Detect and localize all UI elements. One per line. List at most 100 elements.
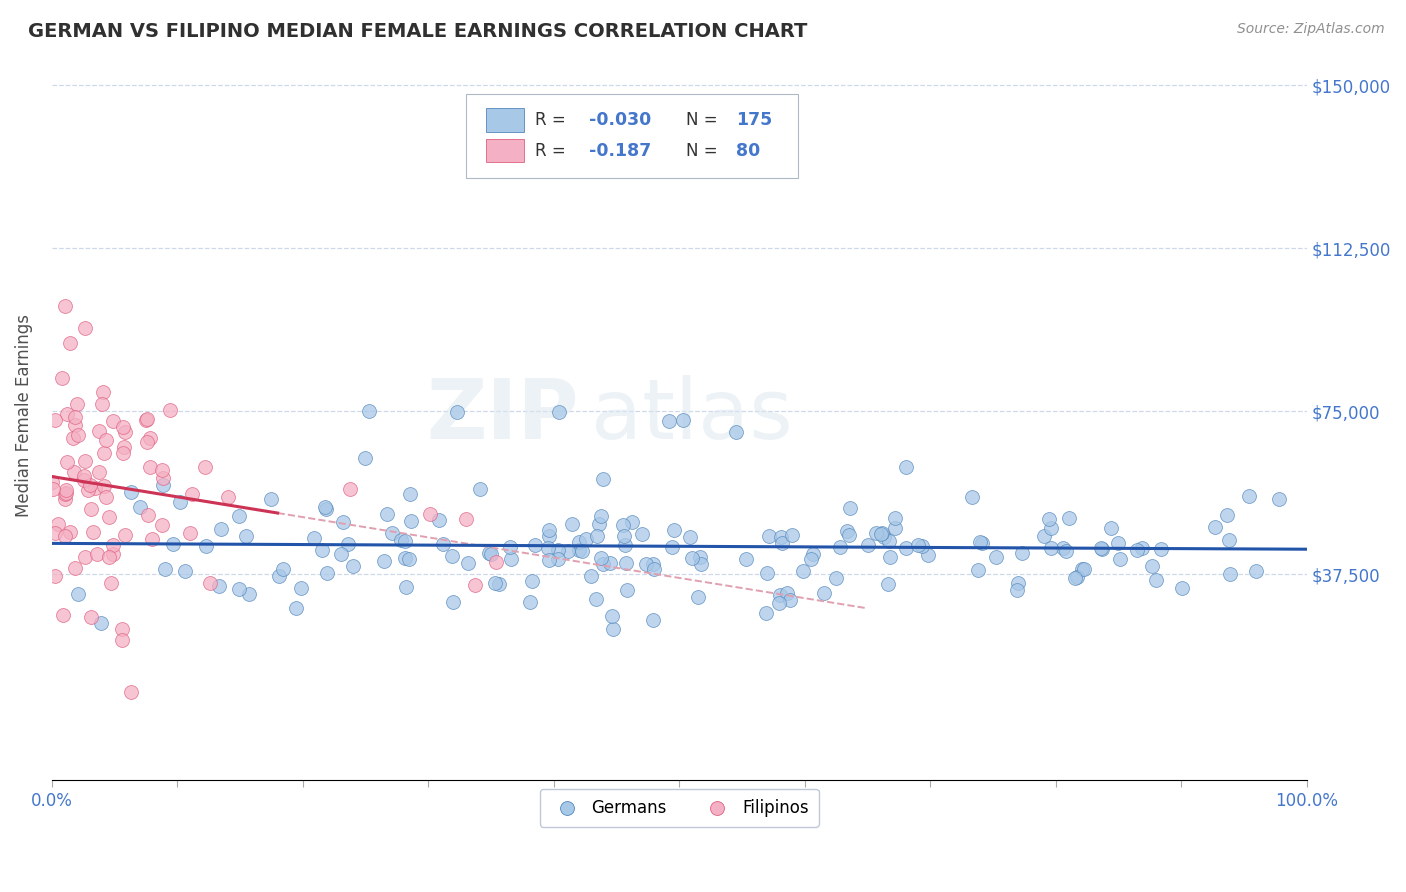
Point [66, 396, 89, 410]
Point [1244, 564, 1267, 578]
Point [194, 460, 217, 475]
Point [537, 529, 560, 543]
Point [567, 535, 589, 549]
Point [198, 575, 221, 590]
Point [100, 576, 122, 591]
Point [485, 555, 508, 569]
Point [179, 526, 201, 541]
Point [686, 590, 709, 604]
Point [464, 578, 486, 592]
Point [73, 454, 96, 468]
Point [55, 486, 77, 500]
Point [612, 518, 634, 533]
Point [389, 533, 412, 548]
Point [209, 522, 232, 536]
Point [1216, 508, 1239, 523]
Point [44, 569, 66, 583]
Text: Source: ZipAtlas.com: Source: ZipAtlas.com [1237, 22, 1385, 37]
Point [1130, 541, 1153, 555]
Point [770, 536, 793, 550]
Point [138, 432, 160, 446]
Point [1171, 582, 1194, 596]
Point [53, 299, 76, 313]
Point [591, 551, 613, 566]
Point [907, 538, 929, 552]
Point [399, 486, 422, 500]
Point [73, 468, 96, 483]
Point [135, 413, 157, 427]
Point [181, 487, 204, 501]
Point [76, 483, 98, 497]
Point [800, 552, 823, 566]
Point [488, 576, 510, 591]
Point [520, 574, 543, 588]
Point [776, 586, 799, 600]
Point [150, 518, 173, 533]
Point [342, 559, 364, 574]
Point [602, 622, 624, 636]
Point [55, 491, 77, 506]
Point [1066, 570, 1088, 584]
Point [1109, 551, 1132, 566]
Point [141, 533, 163, 547]
Point [195, 539, 218, 553]
Point [1140, 558, 1163, 573]
Point [547, 543, 569, 558]
Point [72, 474, 94, 488]
Point [94, 490, 117, 504]
Point [120, 684, 142, 698]
Point [138, 508, 160, 522]
Point [967, 563, 990, 577]
Point [111, 419, 134, 434]
Point [98, 510, 121, 524]
Point [44, 413, 66, 427]
Point [96, 433, 118, 447]
Point [792, 564, 814, 578]
Point [547, 405, 569, 419]
Point [329, 548, 352, 562]
FancyBboxPatch shape [465, 95, 799, 178]
Point [873, 530, 896, 544]
Point [894, 541, 917, 555]
Point [82, 524, 104, 539]
Point [1032, 529, 1054, 543]
Point [65, 409, 87, 424]
Point [477, 546, 499, 560]
Point [620, 515, 643, 529]
Point [755, 566, 778, 580]
Point [1150, 541, 1173, 556]
Point [869, 527, 891, 541]
Point [93, 478, 115, 492]
Point [260, 491, 283, 506]
Text: N =: N = [686, 111, 723, 129]
Point [877, 534, 900, 549]
Point [432, 537, 454, 551]
Point [1039, 541, 1062, 555]
Point [112, 440, 135, 454]
Point [93, 446, 115, 460]
Point [138, 459, 160, 474]
Point [690, 557, 713, 571]
Point [120, 485, 142, 500]
Point [519, 595, 541, 609]
Point [456, 511, 478, 525]
Point [91, 385, 114, 400]
Point [813, 586, 835, 600]
Point [585, 529, 607, 543]
Point [62, 431, 84, 445]
Point [883, 521, 905, 535]
Point [427, 513, 450, 527]
Point [53, 529, 76, 543]
Point [1007, 582, 1029, 597]
Point [599, 556, 621, 570]
Point [672, 413, 695, 427]
Point [1239, 489, 1261, 503]
Point [661, 541, 683, 555]
Point [238, 587, 260, 601]
Point [801, 547, 824, 561]
Point [111, 445, 134, 459]
Point [631, 527, 654, 541]
Point [769, 588, 792, 602]
Point [616, 556, 638, 570]
Point [499, 551, 522, 566]
